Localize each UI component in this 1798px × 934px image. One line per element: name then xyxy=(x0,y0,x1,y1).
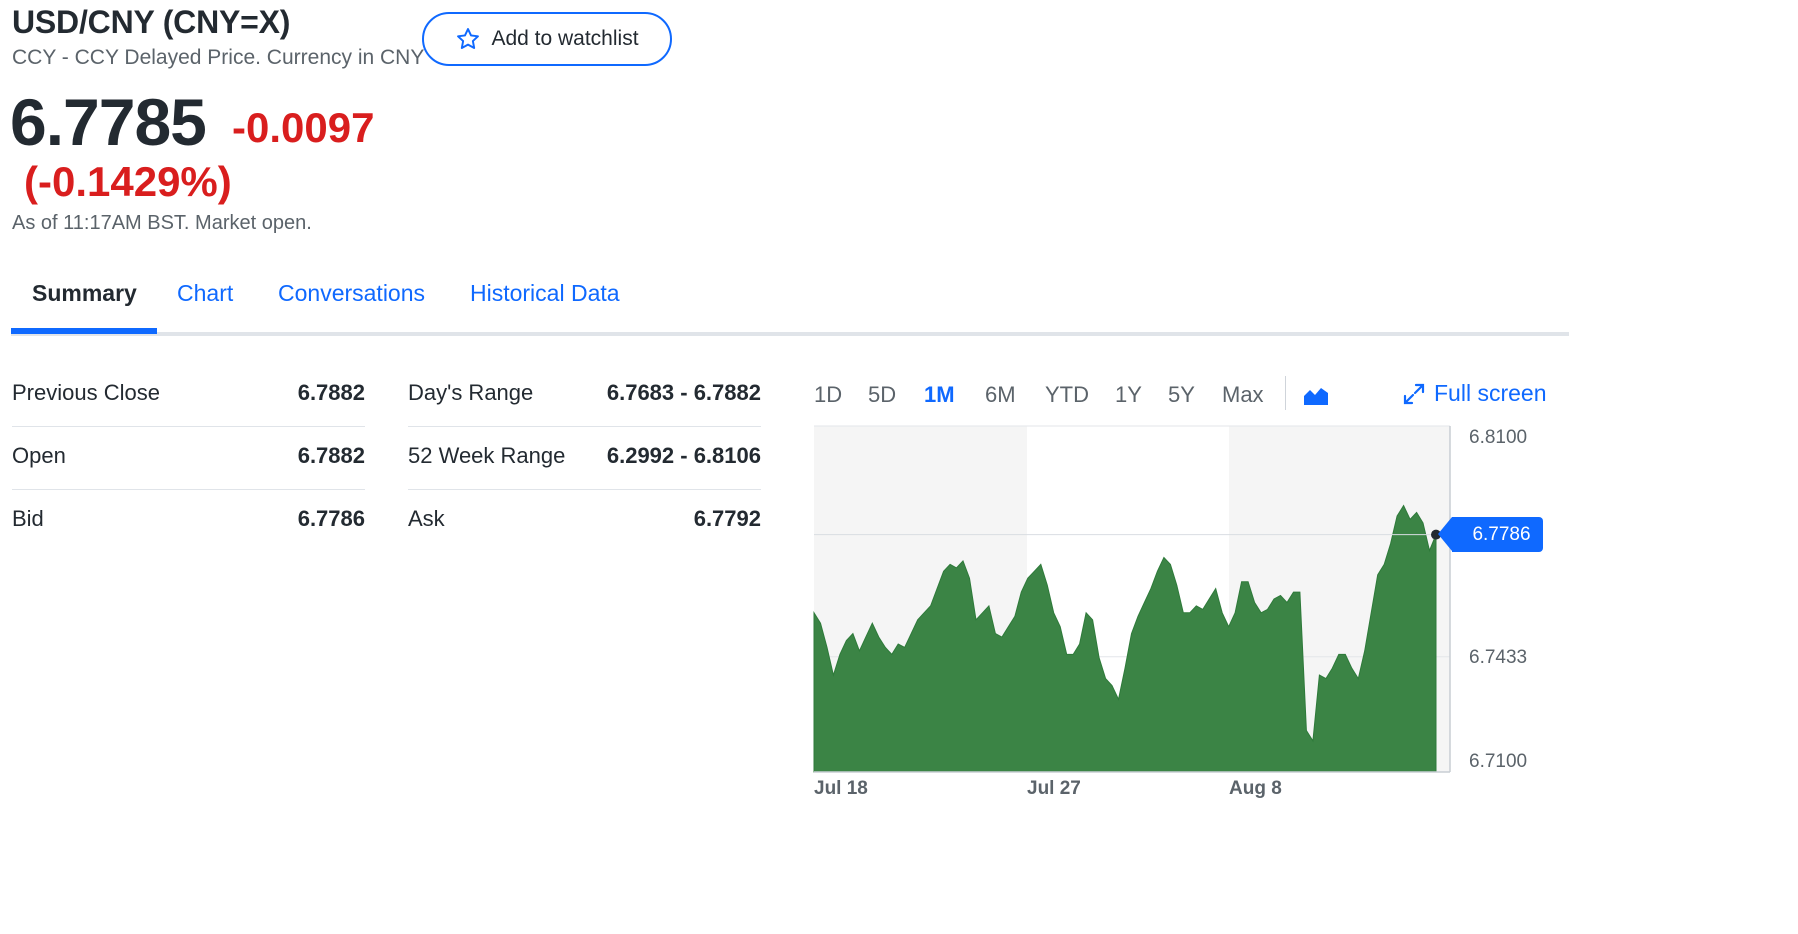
stat-value: 6.7882 xyxy=(297,380,365,405)
chart-band xyxy=(1229,426,1450,772)
current-price-tag: 6.7786 xyxy=(1438,517,1543,552)
chart-band xyxy=(1027,426,1229,772)
range-5y[interactable]: 5Y xyxy=(1168,382,1195,407)
stat-value: 6.2992 - 6.8106 xyxy=(606,443,761,468)
stat-label: 52 Week Range xyxy=(408,443,566,468)
stat-value: 6.7683 - 6.7882 xyxy=(606,380,761,405)
stat-label: Bid xyxy=(12,506,44,531)
active-tab-indicator xyxy=(11,328,157,334)
chart-band xyxy=(814,426,1027,772)
price-change: -0.0097 xyxy=(232,104,375,151)
range-1d[interactable]: 1D xyxy=(814,382,843,407)
price-change-percent: (-0.1429%) xyxy=(24,158,232,205)
market-status: As of 11:17AM BST. Market open. xyxy=(12,212,312,234)
stat-value: 6.7882 xyxy=(297,443,365,468)
full-screen-button[interactable]: Full screen xyxy=(1402,380,1546,407)
stats-table-right: Day's Range 6.7683 - 6.7882 52 Week Rang… xyxy=(408,364,761,553)
full-screen-label: Full screen xyxy=(1434,380,1547,406)
area-chart-icon[interactable] xyxy=(1303,384,1329,406)
page-title: USD/CNY (CNY=X) xyxy=(12,4,291,40)
range-1m[interactable]: 1M xyxy=(924,382,955,407)
y-tick-label: 6.8100 xyxy=(1469,427,1528,448)
tab-summary[interactable]: Summary xyxy=(32,280,137,306)
range-1y[interactable]: 1Y xyxy=(1115,382,1142,407)
table-row: Bid 6.7786 xyxy=(12,490,365,553)
range-6m[interactable]: 6M xyxy=(985,382,1016,407)
watchlist-label: Add to watchlist xyxy=(491,27,639,50)
expand-arrows-icon xyxy=(1403,383,1425,404)
x-tick-label: Aug 8 xyxy=(1229,778,1282,799)
quote-tabs: Summary Chart Conversations Historical D… xyxy=(11,270,1569,336)
x-tick-label: Jul 18 xyxy=(814,778,868,799)
star-outline-icon xyxy=(457,28,480,49)
range-max[interactable]: Max xyxy=(1222,382,1264,407)
y-tick-label: 6.7433 xyxy=(1469,647,1528,668)
range-5d[interactable]: 5D xyxy=(868,382,897,407)
range-ytd[interactable]: YTD xyxy=(1045,382,1089,407)
current-price: 6.7785 xyxy=(10,85,207,159)
stat-label: Previous Close xyxy=(12,380,160,405)
table-row: Open 6.7882 xyxy=(12,427,365,490)
tab-conversations[interactable]: Conversations xyxy=(278,280,426,306)
tab-chart[interactable]: Chart xyxy=(177,280,234,306)
table-row: Ask 6.7792 xyxy=(408,490,761,553)
stat-label: Ask xyxy=(408,506,445,531)
table-row: Previous Close 6.7882 xyxy=(12,364,365,427)
toolbar-divider xyxy=(1285,376,1286,410)
y-tick-label: 6.7100 xyxy=(1469,751,1528,772)
quote-subtitle: CCY - CCY Delayed Price. Currency in CNY xyxy=(12,46,425,69)
table-row: 52 Week Range 6.2992 - 6.8106 xyxy=(408,427,761,490)
tab-historical-data[interactable]: Historical Data xyxy=(470,280,620,306)
stat-label: Open xyxy=(12,443,66,468)
table-row: Day's Range 6.7683 - 6.7882 xyxy=(408,364,761,427)
x-tick-label: Jul 27 xyxy=(1027,778,1081,799)
stat-value: 6.7792 xyxy=(693,506,761,531)
stat-label: Day's Range xyxy=(408,380,534,405)
price-area-series xyxy=(813,504,1437,773)
stat-value: 6.7786 xyxy=(297,506,365,531)
add-to-watchlist-button[interactable]: Add to watchlist xyxy=(422,12,672,66)
stats-table-left: Previous Close 6.7882 Open 6.7882 Bid 6.… xyxy=(12,364,365,553)
